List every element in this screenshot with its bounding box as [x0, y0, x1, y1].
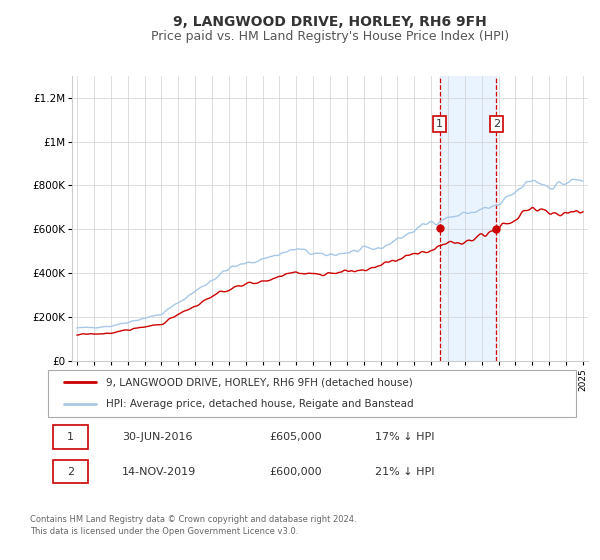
Text: 30-JUN-2016: 30-JUN-2016 [122, 432, 193, 442]
Bar [440, 76, 496, 361]
Text: £600,000: £600,000 [270, 466, 322, 477]
Text: 1: 1 [67, 432, 74, 442]
Text: Price paid vs. HM Land Registry's House Price Index (HPI): Price paid vs. HM Land Registry's House … [151, 30, 509, 43]
Text: 2: 2 [67, 466, 74, 477]
FancyBboxPatch shape [53, 425, 88, 449]
Text: 9, LANGWOOD DRIVE, HORLEY, RH6 9FH: 9, LANGWOOD DRIVE, HORLEY, RH6 9FH [173, 15, 487, 29]
Text: Contains HM Land Registry data © Crown copyright and database right 2024.: Contains HM Land Registry data © Crown c… [30, 515, 356, 524]
Text: 14-NOV-2019: 14-NOV-2019 [122, 466, 196, 477]
Text: HPI: Average price, detached house, Reigate and Banstead: HPI: Average price, detached house, Reig… [106, 399, 414, 409]
Text: 9, LANGWOOD DRIVE, HORLEY, RH6 9FH (detached house): 9, LANGWOOD DRIVE, HORLEY, RH6 9FH (deta… [106, 377, 413, 388]
Text: This data is licensed under the Open Government Licence v3.0.: This data is licensed under the Open Gov… [30, 528, 298, 536]
Text: 2: 2 [493, 119, 500, 129]
Text: 17% ↓ HPI: 17% ↓ HPI [376, 432, 435, 442]
FancyBboxPatch shape [53, 460, 88, 483]
Text: 21% ↓ HPI: 21% ↓ HPI [376, 466, 435, 477]
Text: £605,000: £605,000 [270, 432, 322, 442]
FancyBboxPatch shape [48, 370, 576, 417]
Text: 1: 1 [436, 119, 443, 129]
